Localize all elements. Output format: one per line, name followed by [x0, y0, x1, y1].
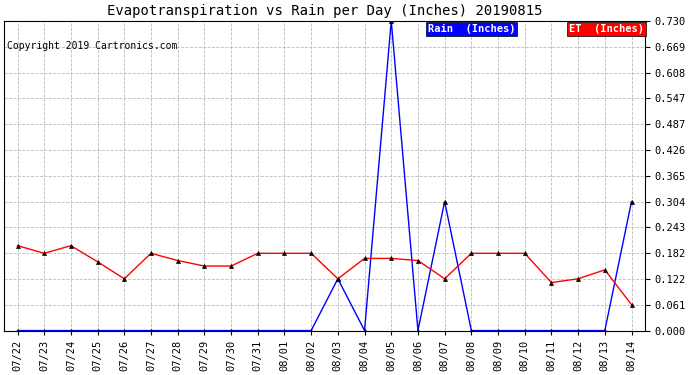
- Text: Copyright 2019 Cartronics.com: Copyright 2019 Cartronics.com: [7, 41, 177, 51]
- Text: Rain  (Inches): Rain (Inches): [428, 24, 515, 34]
- Text: ET  (Inches): ET (Inches): [569, 24, 644, 34]
- Title: Evapotranspiration vs Rain per Day (Inches) 20190815: Evapotranspiration vs Rain per Day (Inch…: [107, 4, 542, 18]
